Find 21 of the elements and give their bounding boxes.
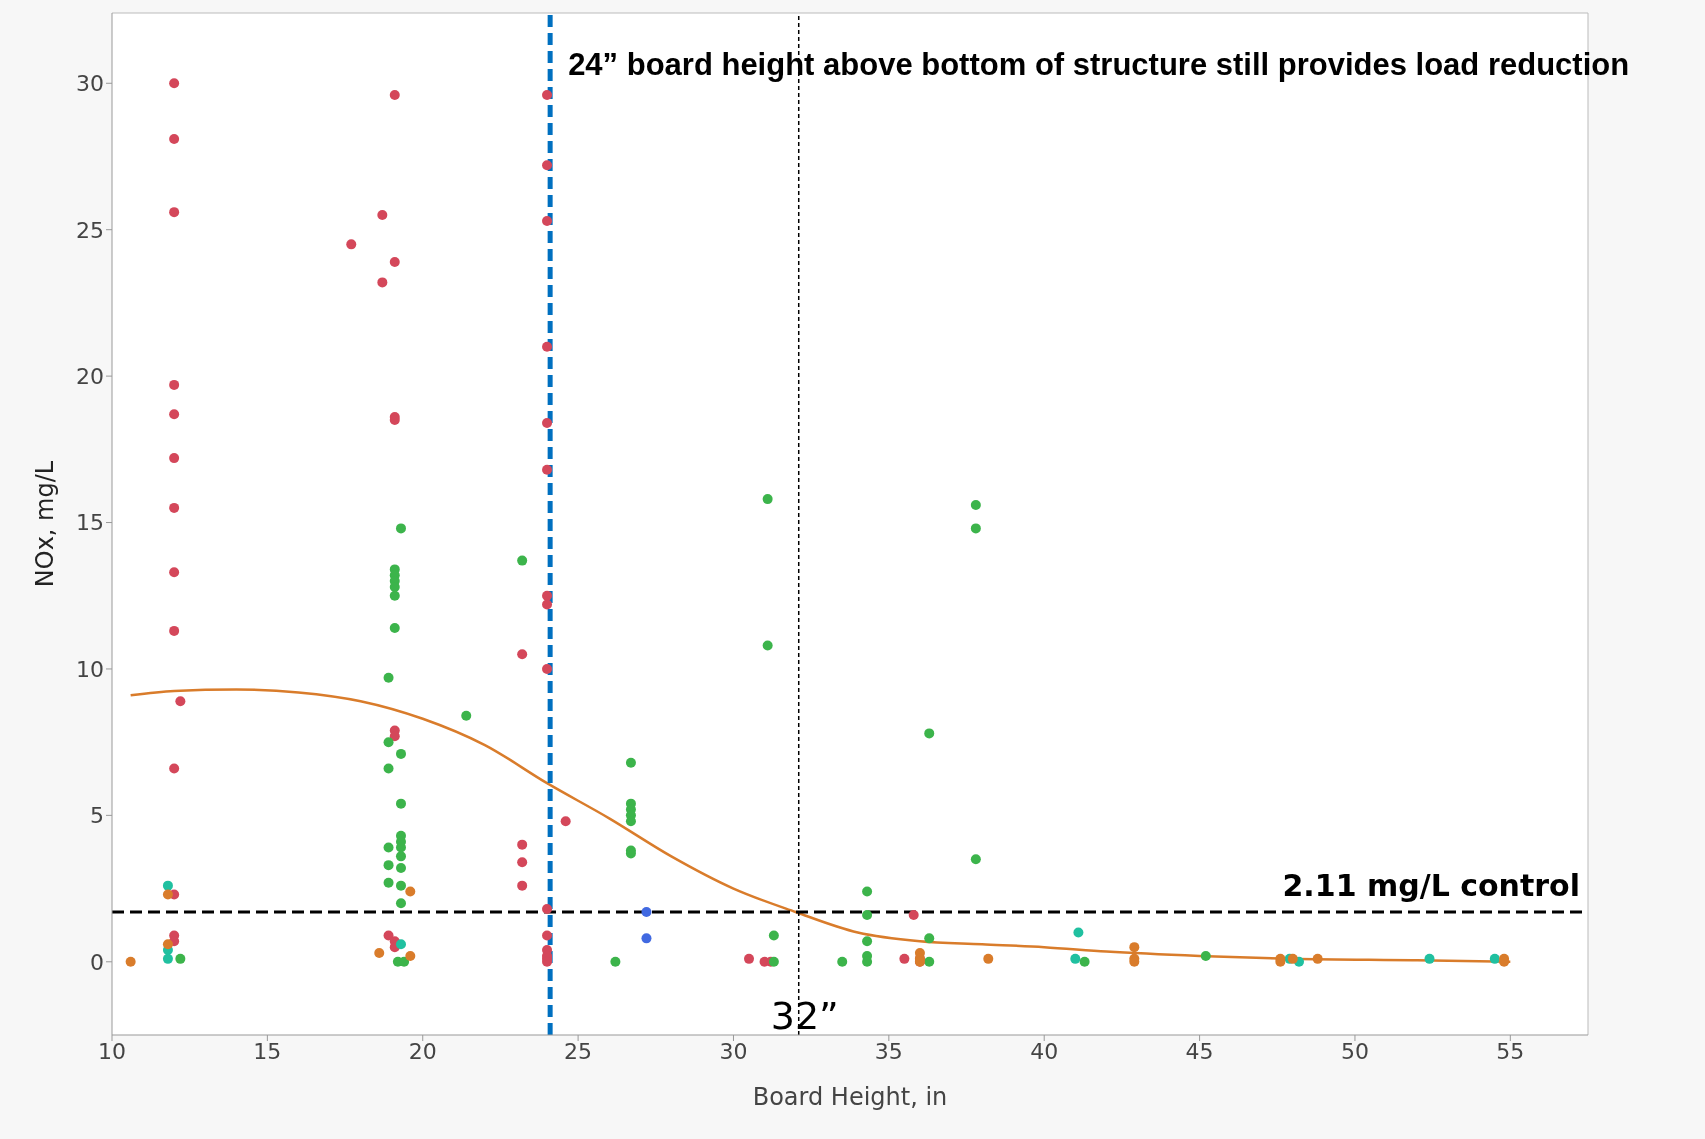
x-tick-label: 20 bbox=[408, 1038, 437, 1064]
y-tick-label: 25 bbox=[76, 217, 104, 243]
y-tick-label: 30 bbox=[76, 71, 104, 97]
ref-line-label: 2.11 mg/L control bbox=[1282, 868, 1580, 904]
y-tick-label: 10 bbox=[76, 656, 104, 682]
y-tick-label: 15 bbox=[76, 510, 104, 536]
ref-line-label: 32” bbox=[770, 994, 839, 1038]
ref-line-label: 24” board height above bottom of structure still provides load reduction bbox=[568, 47, 1630, 82]
x-tick-label: 35 bbox=[874, 1038, 903, 1064]
y-tick-label: 5 bbox=[90, 803, 104, 829]
x-tick-label: 40 bbox=[1030, 1038, 1059, 1064]
x-tick-label: 15 bbox=[253, 1038, 282, 1064]
x-tick-label: 55 bbox=[1496, 1038, 1525, 1064]
y-axis-title: NOx, mg/L bbox=[30, 460, 59, 588]
x-tick-label: 25 bbox=[564, 1038, 593, 1064]
x-tick-label: 45 bbox=[1185, 1038, 1214, 1064]
y-tick-label: 0 bbox=[90, 949, 104, 975]
x-tick-label: 50 bbox=[1340, 1038, 1369, 1064]
x-axis-title: Board Height, in bbox=[752, 1083, 948, 1111]
x-tick-label: 30 bbox=[719, 1038, 748, 1064]
y-tick-label: 20 bbox=[76, 363, 104, 389]
